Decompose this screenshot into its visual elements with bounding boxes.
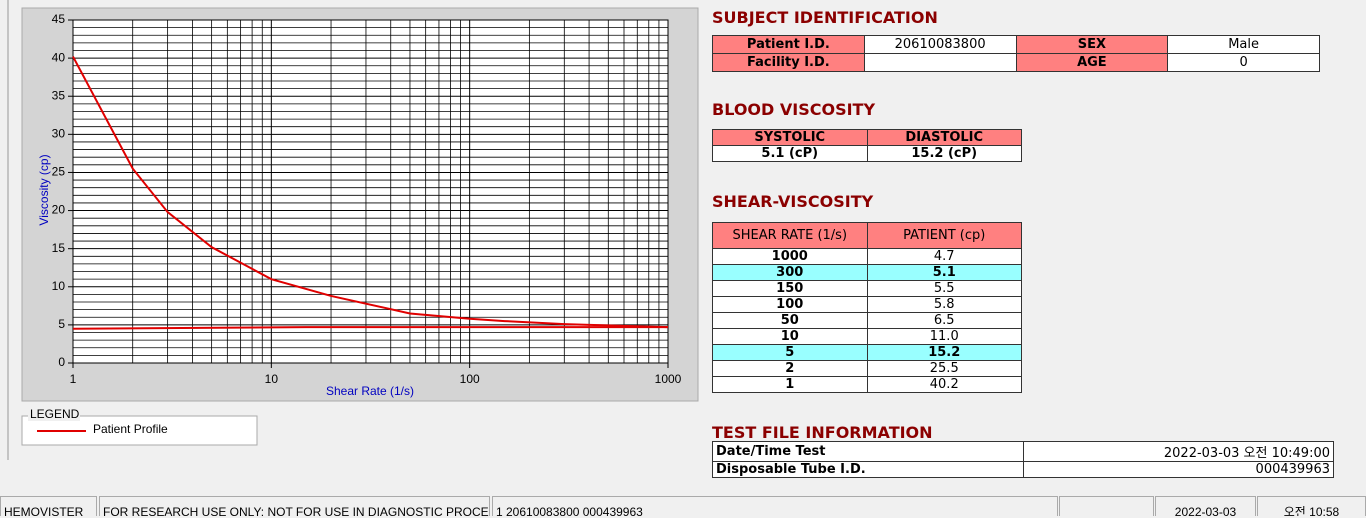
- viscosity: 6.5: [866, 312, 1022, 329]
- x-tick-label: 10: [265, 372, 279, 386]
- status-bar: HEMOVISTER FOR RESEARCH USE ONLY: NOT FOR…: [0, 496, 1366, 518]
- row: Date/Time Test 2022-03-03 오전 10:49:00: [712, 441, 1334, 462]
- status-cell: 1 20610083800 000439963: [492, 496, 1058, 516]
- label: SEX: [1015, 35, 1169, 54]
- row: 5 15.2: [712, 344, 1022, 361]
- header: SHEAR RATE (1/s): [712, 222, 868, 249]
- row: 300 5.1: [712, 264, 1022, 281]
- legend-title: LEGEND: [30, 407, 80, 421]
- row: Disposable Tube I.D. 000439963: [712, 461, 1334, 478]
- y-tick-label: 25: [52, 165, 66, 179]
- y-axis-label: Viscosity (cp): [37, 154, 51, 225]
- viscosity: 5.5: [866, 280, 1022, 297]
- chart: Shear Rate (1/s) Viscosity (cp) LEGEND P…: [0, 0, 699, 460]
- value: [863, 53, 1017, 72]
- label: Disposable Tube I.D.: [712, 461, 1024, 478]
- shear-rate: 2: [712, 360, 868, 377]
- legend-title-bg: [28, 409, 80, 421]
- viscosity: 15.2: [866, 344, 1022, 361]
- label: AGE: [1015, 53, 1169, 72]
- section-title: TEST FILE INFORMATION: [712, 423, 933, 442]
- x-axis-label: Shear Rate (1/s): [326, 384, 414, 398]
- x-tick-label: 100: [460, 372, 480, 386]
- y-tick-label: 10: [52, 279, 66, 293]
- row: 2 25.5: [712, 360, 1022, 377]
- section-title: SHEAR-VISCOSITY: [712, 192, 874, 211]
- row: 1 40.2: [712, 376, 1022, 393]
- value: 5.1 (cP): [712, 145, 868, 162]
- viscosity: 4.7: [866, 248, 1022, 265]
- status-cell: [1059, 496, 1154, 516]
- y-tick-label: 20: [52, 203, 66, 217]
- viscosity: 11.0: [866, 328, 1022, 345]
- label: Facility I.D.: [712, 53, 865, 72]
- y-tick-label: 5: [58, 317, 65, 331]
- lines: [72, 56, 669, 330]
- shear-rate: 100: [712, 296, 868, 313]
- frame: [0, 0, 8, 460]
- row: 50 6.5: [712, 312, 1022, 329]
- shear-rate: 300: [712, 264, 868, 281]
- row: 150 5.5: [712, 280, 1022, 297]
- section-title: SUBJECT IDENTIFICATION: [712, 8, 938, 27]
- shear-rate: 5: [712, 344, 868, 361]
- blood-table: SYSTOLIC DIASTOLIC 5.1 (cP) 15.2 (cP): [712, 129, 1022, 162]
- header: SYSTOLIC: [712, 129, 868, 146]
- status-cell: 오전 10:58: [1257, 496, 1366, 516]
- y-tick-label: 15: [52, 241, 66, 255]
- shear-rate: 10: [712, 328, 868, 345]
- data-line: [72, 56, 669, 329]
- value: 2022-03-03 오전 10:49:00: [1022, 441, 1334, 462]
- grid: [68, 19, 669, 368]
- header: PATIENT (cp): [866, 222, 1022, 249]
- y-tick-label: 45: [52, 12, 66, 26]
- viscosity: 5.8: [866, 296, 1022, 313]
- x-tick-label: 1: [70, 372, 77, 386]
- label: Patient I.D.: [712, 35, 865, 54]
- data-line: [72, 326, 668, 330]
- y-tick-label: 40: [52, 50, 66, 64]
- y-tick-label: 35: [52, 88, 66, 102]
- status-cell: HEMOVISTER: [0, 496, 97, 516]
- row: 100 5.8: [712, 296, 1022, 313]
- section-title: BLOOD VISCOSITY: [712, 100, 876, 119]
- shear-rate: 1: [712, 376, 868, 393]
- subject-table: Patient I.D. 20610083800 SEX Male Facility …: [712, 35, 1320, 72]
- viscosity: 25.5: [866, 360, 1022, 377]
- status-cell: FOR RESEARCH USE ONLY: NOT FOR USE IN DI…: [99, 496, 490, 516]
- viscosity: 40.2: [866, 376, 1022, 393]
- status-cell: 2022-03-03: [1155, 496, 1256, 516]
- header: DIASTOLIC: [866, 129, 1022, 146]
- plot-border: [72, 19, 669, 364]
- shear-table: SHEAR RATE (1/s) PATIENT (cp) 1000 4.7 300 5…: [712, 222, 1022, 393]
- legend-label: Patient Profile: [93, 422, 168, 436]
- row: 1000 4.7: [712, 248, 1022, 265]
- label: Date/Time Test: [712, 441, 1024, 462]
- value: 0: [1167, 53, 1320, 72]
- viscosity: 5.1: [866, 264, 1022, 281]
- plot-area: [73, 20, 668, 363]
- value: Male: [1167, 35, 1320, 54]
- y-tick-label: 0: [58, 355, 65, 369]
- shear-rate: 1000: [712, 248, 868, 265]
- value: 20610083800: [863, 35, 1017, 54]
- shear-rate: 150: [712, 280, 868, 297]
- value: 15.2 (cP): [866, 145, 1022, 162]
- shear-rate: 50: [712, 312, 868, 329]
- y-tick-label: 30: [52, 127, 66, 141]
- x-tick-label: 1000: [655, 372, 682, 386]
- test-file-table: Date/Time Test 2022-03-03 오전 10:49:00 Disp…: [712, 441, 1334, 478]
- row: 10 11.0: [712, 328, 1022, 345]
- value: 000439963: [1022, 461, 1334, 478]
